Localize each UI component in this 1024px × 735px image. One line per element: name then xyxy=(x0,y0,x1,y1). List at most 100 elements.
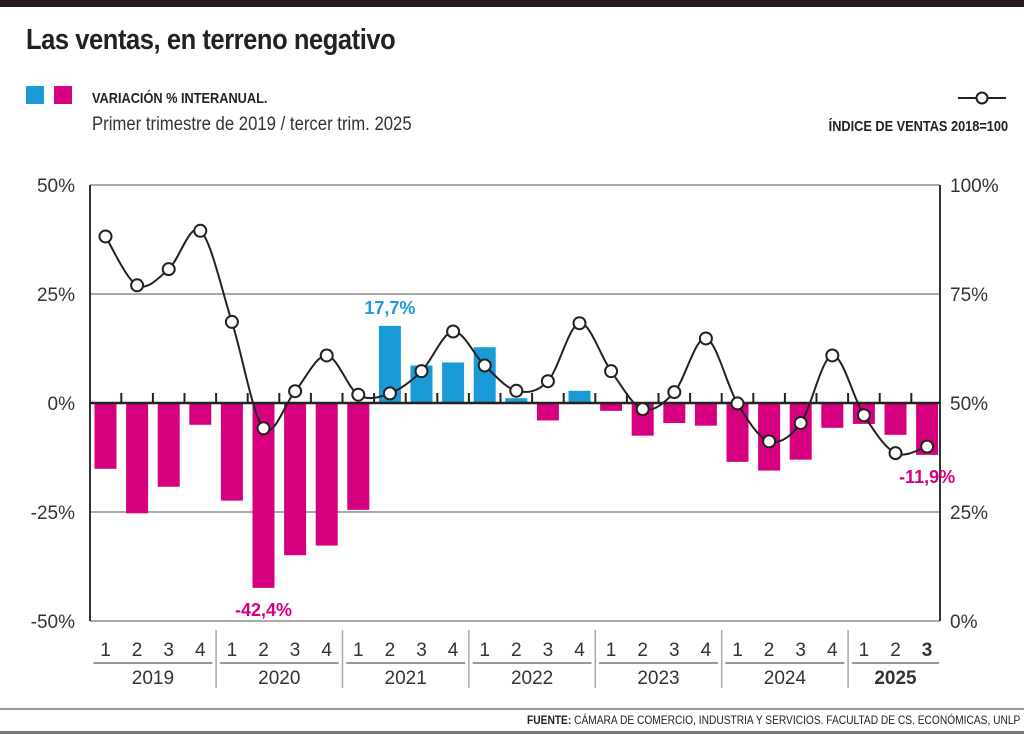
bar xyxy=(505,398,528,403)
quarter-label: 4 xyxy=(195,640,206,661)
right-axis-tick-label: 100% xyxy=(950,176,999,197)
legend-line-label: ÍNDICE DE VENTAS 2018=100 xyxy=(828,118,1008,135)
index-point xyxy=(698,331,713,346)
quarter-label: 1 xyxy=(606,640,617,661)
quarter-label: 1 xyxy=(859,640,870,661)
chart-subtitle: Primer trimestre de 2019 / tercer trim. … xyxy=(92,114,412,135)
left-axis-tick-label: 0% xyxy=(48,394,76,415)
bar xyxy=(347,403,370,510)
index-point xyxy=(635,402,650,417)
quarter-label: 4 xyxy=(827,640,838,661)
bar xyxy=(536,403,559,421)
year-label: 2021 xyxy=(385,668,427,689)
left-axis-tick-label: 25% xyxy=(37,285,75,306)
legend-swatch-positive xyxy=(26,86,44,104)
quarter-label: 3 xyxy=(669,640,680,661)
bar-data-label: 17,7% xyxy=(364,298,415,318)
quarter-label: 1 xyxy=(227,640,238,661)
bar xyxy=(789,403,812,460)
bar xyxy=(157,403,180,487)
year-label: 2025 xyxy=(874,668,917,689)
quarter-label: 3 xyxy=(543,640,554,661)
quarter-label: 2 xyxy=(511,640,522,661)
bar-data-label: -11,9% xyxy=(899,467,955,487)
index-point xyxy=(446,324,461,339)
legend-bars-label: VARIACIÓN % INTERANUAL. xyxy=(92,90,268,107)
bar xyxy=(315,403,338,546)
footer-divider xyxy=(0,708,1024,710)
bar xyxy=(663,403,686,424)
legend-line-icon xyxy=(958,91,1006,105)
year-label: 2024 xyxy=(764,668,807,689)
index-point xyxy=(604,364,619,379)
quarter-label: 2 xyxy=(385,640,396,661)
right-axis-tick-label: 75% xyxy=(950,285,988,306)
top-border xyxy=(0,0,1024,7)
bar xyxy=(473,347,496,403)
index-point xyxy=(351,387,366,402)
bottom-border xyxy=(0,731,1024,734)
quarter-label: 4 xyxy=(321,640,332,661)
quarter-label: 3 xyxy=(416,640,427,661)
bar xyxy=(916,403,939,455)
quarter-label: 1 xyxy=(732,640,743,661)
index-point xyxy=(382,386,397,401)
year-label: 2022 xyxy=(511,668,553,689)
quarter-label: 2 xyxy=(132,640,143,661)
index-point xyxy=(825,348,840,363)
bar xyxy=(252,403,275,588)
source-text: CÁMARA DE COMERCIO, INDUSTRIA Y SERVICIO… xyxy=(570,713,1020,727)
index-point xyxy=(667,385,682,400)
index-point xyxy=(762,434,777,449)
right-axis-tick-label: 50% xyxy=(950,394,988,415)
bar xyxy=(884,403,907,435)
bar xyxy=(694,403,717,426)
year-label: 2023 xyxy=(637,668,679,689)
index-point xyxy=(193,223,208,238)
left-axis-tick-label: -50% xyxy=(31,612,75,633)
source-footer: FUENTE: CÁMARA DE COMERCIO, INDUSTRIA Y … xyxy=(527,713,1020,727)
index-point xyxy=(793,416,808,431)
bar xyxy=(378,325,401,403)
index-point xyxy=(540,374,555,389)
index-point xyxy=(130,278,145,293)
bar xyxy=(220,403,243,501)
quarter-label: 3 xyxy=(795,640,806,661)
quarter-label: 3 xyxy=(290,640,301,661)
index-point xyxy=(572,316,587,331)
quarter-label: 4 xyxy=(448,640,459,661)
index-point xyxy=(920,439,935,454)
quarter-label: 1 xyxy=(100,640,111,661)
year-label: 2019 xyxy=(132,668,174,689)
index-point xyxy=(414,364,429,379)
right-axis-tick-label: 0% xyxy=(950,612,978,633)
bar xyxy=(600,403,623,411)
index-point xyxy=(888,446,903,461)
index-point xyxy=(288,384,303,399)
index-point xyxy=(856,408,871,423)
quarter-label: 2 xyxy=(637,640,648,661)
index-point xyxy=(224,314,239,329)
chart-title: Las ventas, en terreno negativo xyxy=(26,24,396,56)
bar xyxy=(821,403,844,428)
year-label: 2020 xyxy=(258,668,300,689)
quarter-label: 2 xyxy=(890,640,901,661)
index-point xyxy=(98,229,113,244)
quarter-label: 3 xyxy=(163,640,174,661)
bar xyxy=(284,403,307,556)
bar xyxy=(442,362,465,403)
bar xyxy=(94,403,117,469)
right-axis-tick-label: 25% xyxy=(950,503,988,524)
bar xyxy=(726,403,749,462)
index-point xyxy=(477,358,492,373)
quarter-label: 4 xyxy=(701,640,712,661)
quarter-label: 2 xyxy=(258,640,269,661)
quarter-label: 4 xyxy=(574,640,585,661)
index-point xyxy=(509,383,524,398)
index-point xyxy=(256,421,271,436)
quarter-label: 3 xyxy=(922,640,933,661)
left-axis-tick-label: 50% xyxy=(37,176,75,197)
quarter-label: 1 xyxy=(353,640,364,661)
bar-data-label: -42,4% xyxy=(235,600,292,620)
